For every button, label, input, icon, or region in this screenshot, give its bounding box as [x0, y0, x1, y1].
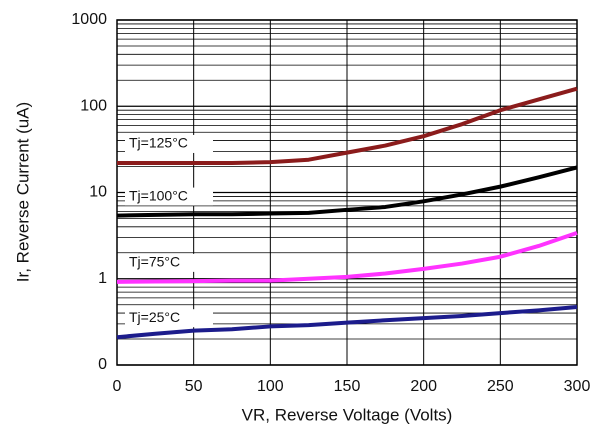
series-label: Tj=125°C: [129, 135, 188, 151]
series-line: [116, 231, 578, 284]
x-tick-label: 200: [410, 378, 437, 395]
plot-frame: [116, 19, 578, 366]
x-tick-label: 0: [113, 378, 122, 395]
y-tick-label: 0: [98, 356, 107, 373]
series-label: Tj=100°C: [129, 187, 188, 203]
series-line: [116, 165, 578, 218]
y-tick-label: 1000: [71, 11, 107, 28]
y-tick-label: 100: [80, 97, 107, 114]
y-tick-label: 10: [89, 184, 107, 201]
series-label-bg: [125, 309, 213, 328]
x-tick-label: 250: [487, 378, 514, 395]
series-line: [116, 305, 578, 340]
series-line: [117, 86, 578, 165]
x-tick-label: 50: [185, 378, 203, 395]
series-label: Tj=75°C: [129, 254, 180, 270]
series-label-bg: [125, 134, 213, 153]
series-label-bg: [125, 187, 213, 206]
x-tick-label: 150: [334, 378, 361, 395]
x-tick-label: 100: [257, 378, 284, 395]
x-axis-label: VR, Reverse Voltage (Volts): [242, 405, 453, 424]
y-axis-label: Ir, Reverse Current (uA): [13, 102, 32, 282]
series-label: Tj=25°C: [129, 309, 180, 325]
x-tick-label: 300: [564, 378, 591, 395]
y-tick-label: 1: [98, 270, 107, 287]
series-label-bg: [125, 253, 213, 272]
